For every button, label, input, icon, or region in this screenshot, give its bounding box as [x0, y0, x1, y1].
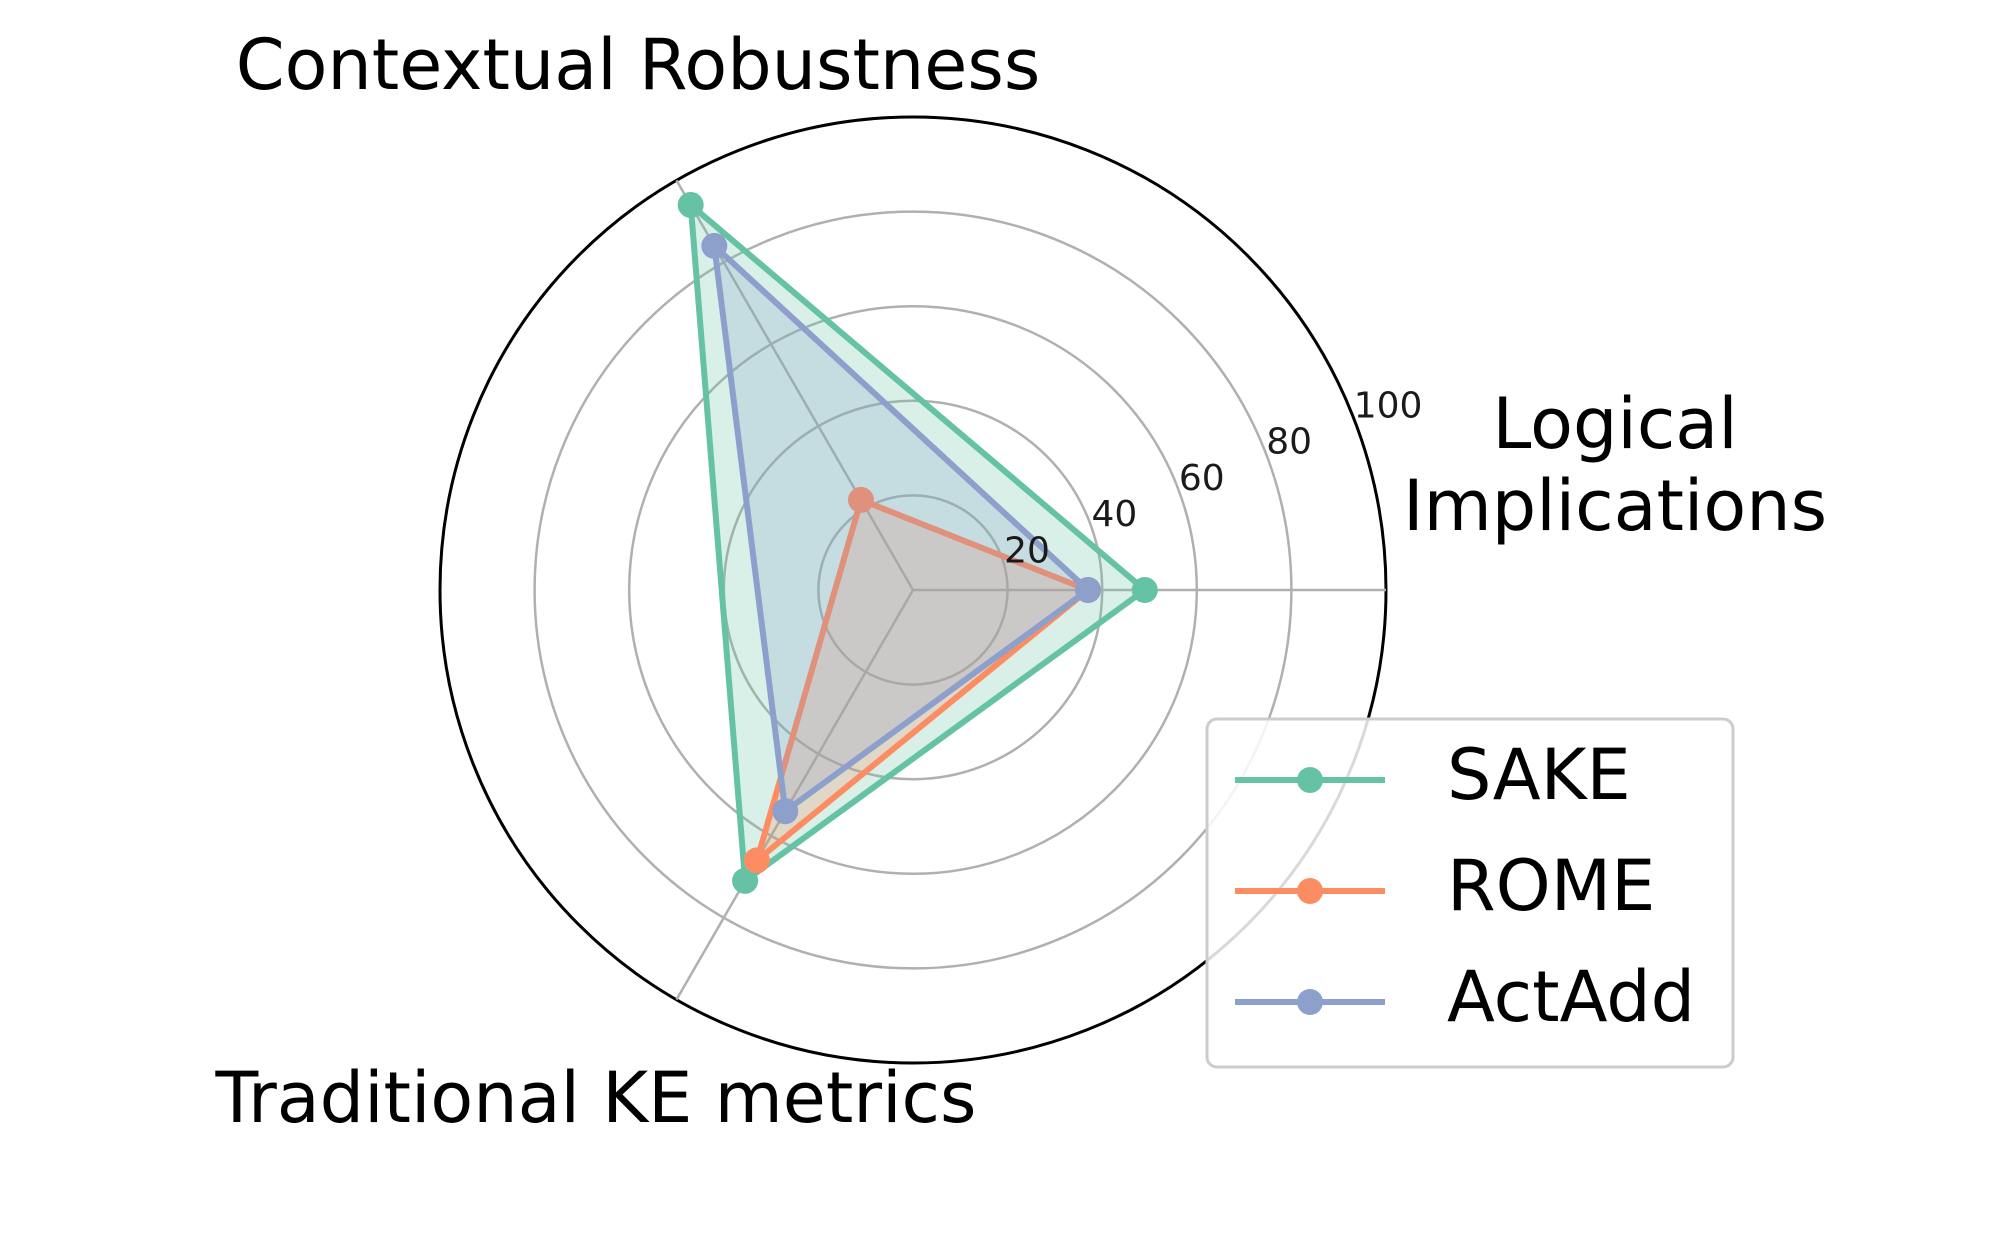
- radial-tick-label: 20: [1004, 530, 1050, 571]
- series-line: [711, 242, 1091, 815]
- legend-marker: [1297, 878, 1323, 904]
- legend-entry-sake: SAKE: [1235, 734, 1631, 816]
- legend-label: ActAdd: [1447, 956, 1695, 1038]
- series-line: [687, 201, 1148, 884]
- legend-marker: [1297, 989, 1323, 1015]
- series-area: [690, 204, 1145, 881]
- legend-entry-actadd: ActAdd: [1235, 956, 1695, 1038]
- radial-tick-label: 60: [1179, 458, 1225, 499]
- data-point: [701, 232, 728, 259]
- legend-label: SAKE: [1447, 734, 1631, 816]
- radial-tick-labels: 20 40 60 80 100: [1004, 385, 1422, 571]
- axis-label-1: Logical Implications: [1403, 383, 1827, 547]
- data-point: [1075, 577, 1102, 603]
- legend-label: ROME: [1447, 845, 1655, 927]
- axis-label-2: Contextual Robustness: [236, 24, 1041, 106]
- data-point: [743, 847, 770, 874]
- radial-tick-label: 100: [1354, 385, 1423, 426]
- radial-tick-label: 40: [1091, 494, 1137, 535]
- data-point: [1131, 577, 1158, 603]
- series-layer: [677, 191, 1158, 894]
- series-actadd: [701, 232, 1102, 825]
- legend-box: [1205, 717, 1735, 1069]
- data-point: [677, 191, 704, 218]
- legend-marker: [1297, 767, 1323, 793]
- legend: SAKE ROME ActAdd: [1205, 717, 1735, 1069]
- axis-labels: Logical Implications Contextual Robustness…: [215, 24, 1828, 1139]
- radial-tick-label: 80: [1266, 422, 1312, 463]
- data-point: [772, 798, 799, 825]
- legend-entry-rome: ROME: [1235, 845, 1655, 927]
- series-area: [714, 245, 1088, 812]
- axis-label-3: Traditional KE metrics: [215, 1057, 977, 1139]
- data-point: [732, 867, 759, 894]
- data-point: [847, 486, 874, 513]
- grid-spoke: [675, 589, 915, 1001]
- series-sake: [677, 191, 1158, 894]
- series-line: [753, 496, 1091, 864]
